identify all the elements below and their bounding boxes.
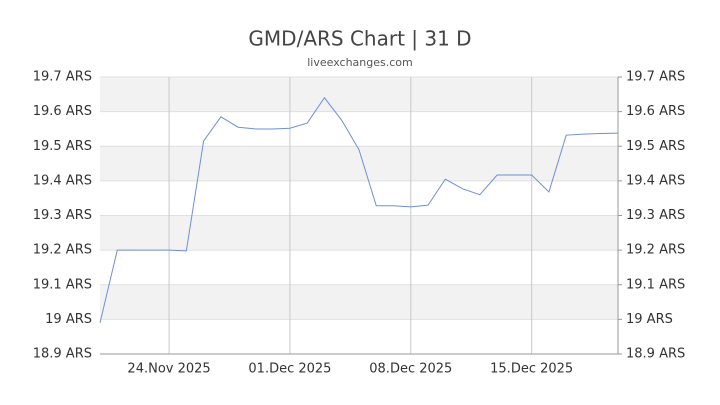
series-line	[99, 96, 619, 323]
y-tick-label: 19.2 ARS	[33, 243, 92, 258]
y2-tick-label: 19.2 ARS	[626, 243, 685, 258]
y2-tick-label: 19.4 ARS	[626, 173, 685, 188]
grid-band	[100, 146, 618, 181]
chart-title: GMD/ARS Chart | 31 D	[248, 27, 471, 51]
grid-band	[100, 77, 618, 112]
y-tick-label: 19 ARS	[45, 312, 92, 327]
y2-tick-label: 18.9 ARS	[626, 347, 685, 362]
grid-band	[100, 284, 618, 320]
x-tick-label: 08.Dec 2025	[369, 362, 452, 377]
y2-tick-label: 19.3 ARS	[626, 208, 685, 223]
y2-tick-label: 19.6 ARS	[626, 104, 685, 119]
y-tick-label: 19.1 ARS	[33, 277, 92, 292]
y-tick-label: 19.3 ARS	[33, 208, 92, 223]
y-tick-label: 19.5 ARS	[33, 139, 92, 154]
x-tick-label: 15.Dec 2025	[490, 362, 573, 377]
y2-tick-label: 19.5 ARS	[626, 139, 685, 154]
x-tick-label: 01.Dec 2025	[248, 362, 331, 377]
y2-tick-label: 19 ARS	[626, 312, 673, 327]
y-tick-label: 18.9 ARS	[33, 347, 92, 362]
y-tick-label: 19.4 ARS	[33, 173, 92, 188]
y-tick-label: 19.7 ARS	[33, 70, 92, 85]
y2-tick-label: 19.7 ARS	[626, 70, 685, 85]
grid-band	[100, 215, 618, 251]
y-tick-label: 19.6 ARS	[33, 104, 92, 119]
chart-subtitle: liveexchanges.com	[307, 56, 412, 69]
y2-tick-label: 19.1 ARS	[626, 277, 685, 292]
x-tick-label: 24.Nov 2025	[127, 362, 210, 377]
